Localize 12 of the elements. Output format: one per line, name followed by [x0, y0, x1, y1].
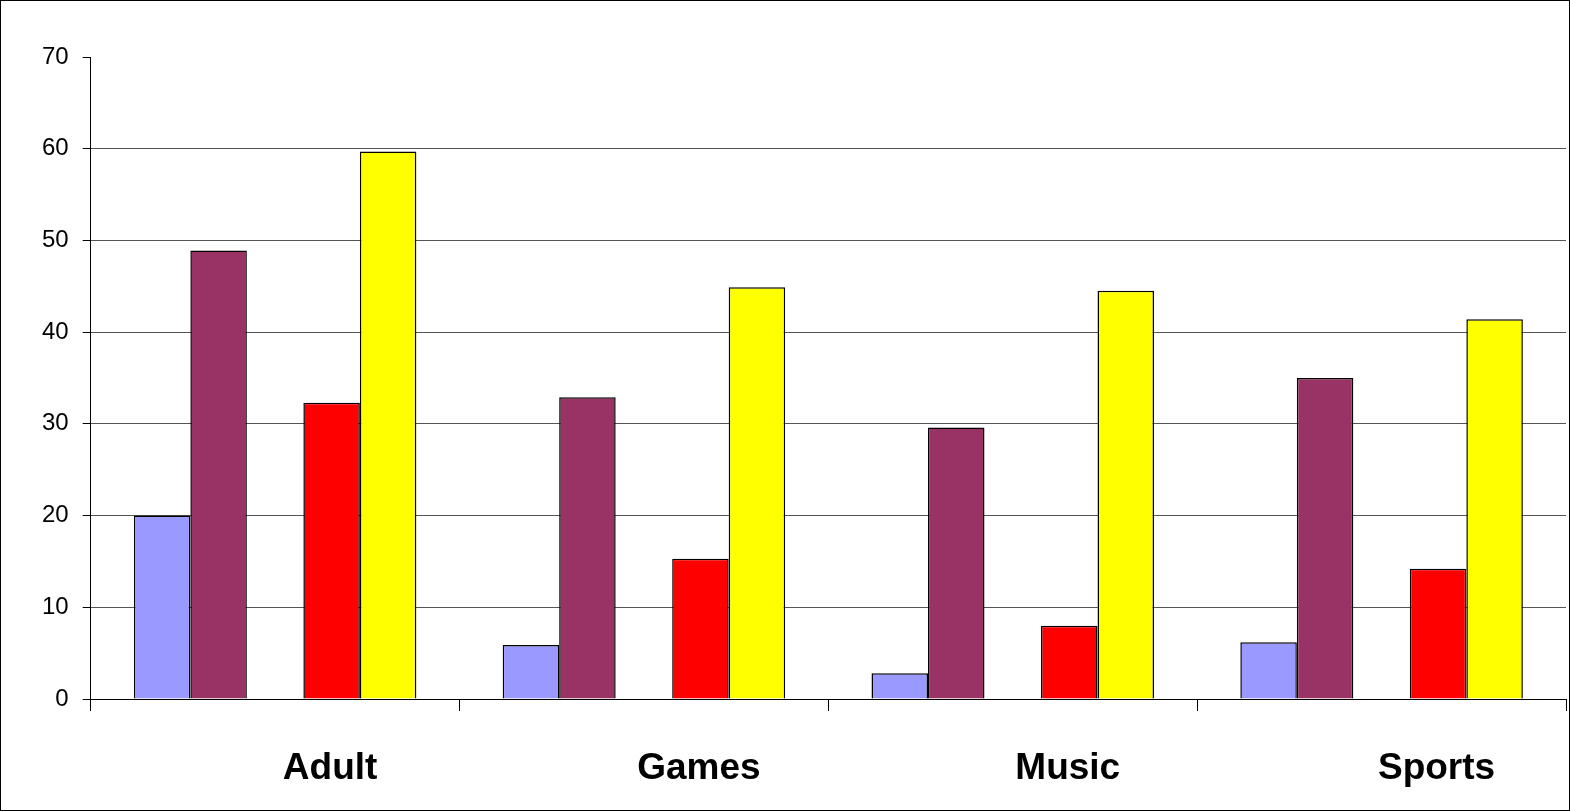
y-tick-label: 40: [41, 316, 69, 344]
y-tick-label: 60: [41, 133, 69, 161]
x-tick-label: Adult: [282, 746, 378, 788]
y-tick-label: 30: [41, 408, 69, 436]
y-tick-label: 70: [41, 41, 69, 69]
x-tick-label: Music: [1015, 746, 1121, 788]
x-tick-label: Games: [637, 746, 761, 788]
y-tick-label: 10: [41, 591, 69, 619]
x-tick-label: Sports: [1377, 746, 1496, 788]
y-tick-label: 0: [55, 683, 69, 711]
y-tick-label: 50: [41, 225, 69, 253]
y-tick-label: 20: [41, 500, 69, 528]
